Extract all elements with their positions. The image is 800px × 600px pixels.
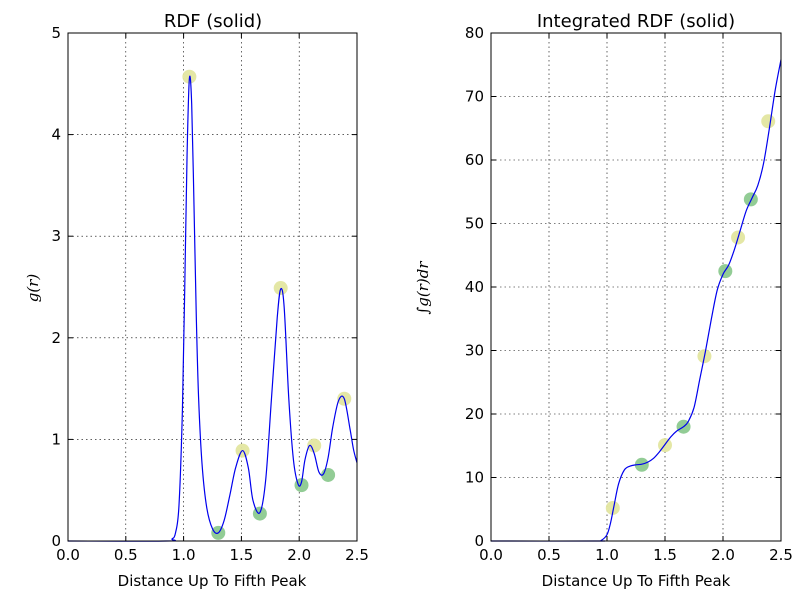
integrated-rdf-x-tick-label: 0.0 xyxy=(479,546,503,564)
integrated-rdf-y-tick-label: 40 xyxy=(465,278,484,296)
integrated-rdf-x-tick-label: 2.0 xyxy=(711,546,735,564)
rdf-y-tick-label: 2 xyxy=(51,329,61,347)
rdf-y-tick-label: 5 xyxy=(51,24,61,42)
integrated-rdf-y-axis-label: ∫g(r)dr xyxy=(414,261,432,315)
rdf-maximum-marker xyxy=(273,281,288,296)
rdf-ticks: 0.0 0.5 1.0 1.5 2.0 2.5 0 1 2 3 4 5 xyxy=(51,24,368,564)
integrated-rdf-x-tick-label: 2.5 xyxy=(769,546,793,564)
integrated-rdf-series-line xyxy=(490,59,782,542)
rdf-series-line xyxy=(67,75,358,542)
rdf-axes-frame xyxy=(67,32,358,542)
rdf-y-tick-label: 3 xyxy=(51,227,61,245)
integrated-rdf-panel: Integrated RDF (solid) 0.0 0.5 1.0 1.5 2.0 2.… xyxy=(414,11,793,590)
rdf-x-axis-label: Distance Up To Fifth Peak xyxy=(118,572,307,590)
integrated-rdf-ticks: 0.0 0.5 1.0 1.5 2.0 2.5 0 10 20 30 40 50 60 70 80 xyxy=(465,24,793,564)
integrated-rdf-x-axis-label: Distance Up To Fifth Peak xyxy=(542,572,731,590)
rdf-plot-area xyxy=(67,69,358,542)
rdf-y-tick-label: 4 xyxy=(51,126,61,144)
rdf-x-tick-label: 1.5 xyxy=(229,546,253,564)
integrated-rdf-maximum-marker xyxy=(605,500,620,515)
rdf-minimum-marker xyxy=(294,478,309,493)
rdf-y-axis-label: g(r) xyxy=(24,274,42,303)
integrated-rdf-title: Integrated RDF (solid) xyxy=(537,11,735,32)
rdf-title: RDF (solid) xyxy=(164,11,262,32)
integrated-rdf-y-tick-label: 30 xyxy=(465,342,484,360)
integrated-rdf-x-tick-label: 1.0 xyxy=(595,546,619,564)
integrated-rdf-y-tick-label: 50 xyxy=(465,215,484,233)
integrated-rdf-y-tick-label: 80 xyxy=(465,24,484,42)
rdf-panel: RDF (solid) 0.0 0.5 1.0 1.5 2.0 2.5 0 1 2 3 4 5 Dis… xyxy=(24,11,369,590)
integrated-rdf-x-tick-label: 0.5 xyxy=(537,546,561,564)
integrated-rdf-x-tick-label: 1.5 xyxy=(653,546,677,564)
integrated-rdf-plot-area xyxy=(490,59,782,542)
rdf-y-tick-label: 0 xyxy=(51,532,61,550)
rdf-x-tick-label: 0.5 xyxy=(114,546,138,564)
rdf-maximum-marker xyxy=(307,438,322,453)
rdf-x-tick-label: 2.5 xyxy=(345,546,369,564)
rdf-x-tick-label: 2.0 xyxy=(287,546,311,564)
integrated-rdf-y-tick-label: 10 xyxy=(465,469,484,487)
integrated-rdf-y-tick-label: 20 xyxy=(465,405,484,423)
integrated-rdf-y-tick-label: 0 xyxy=(474,532,484,550)
integrated-rdf-y-tick-label: 70 xyxy=(465,88,484,106)
rdf-y-tick-label: 1 xyxy=(51,430,61,448)
rdf-x-tick-label: 1.0 xyxy=(172,546,196,564)
integrated-rdf-maximum-marker xyxy=(761,114,776,129)
integrated-rdf-minimum-marker xyxy=(634,457,649,472)
integrated-rdf-y-tick-label: 60 xyxy=(465,151,484,169)
rdf-x-tick-label: 0.0 xyxy=(56,546,80,564)
